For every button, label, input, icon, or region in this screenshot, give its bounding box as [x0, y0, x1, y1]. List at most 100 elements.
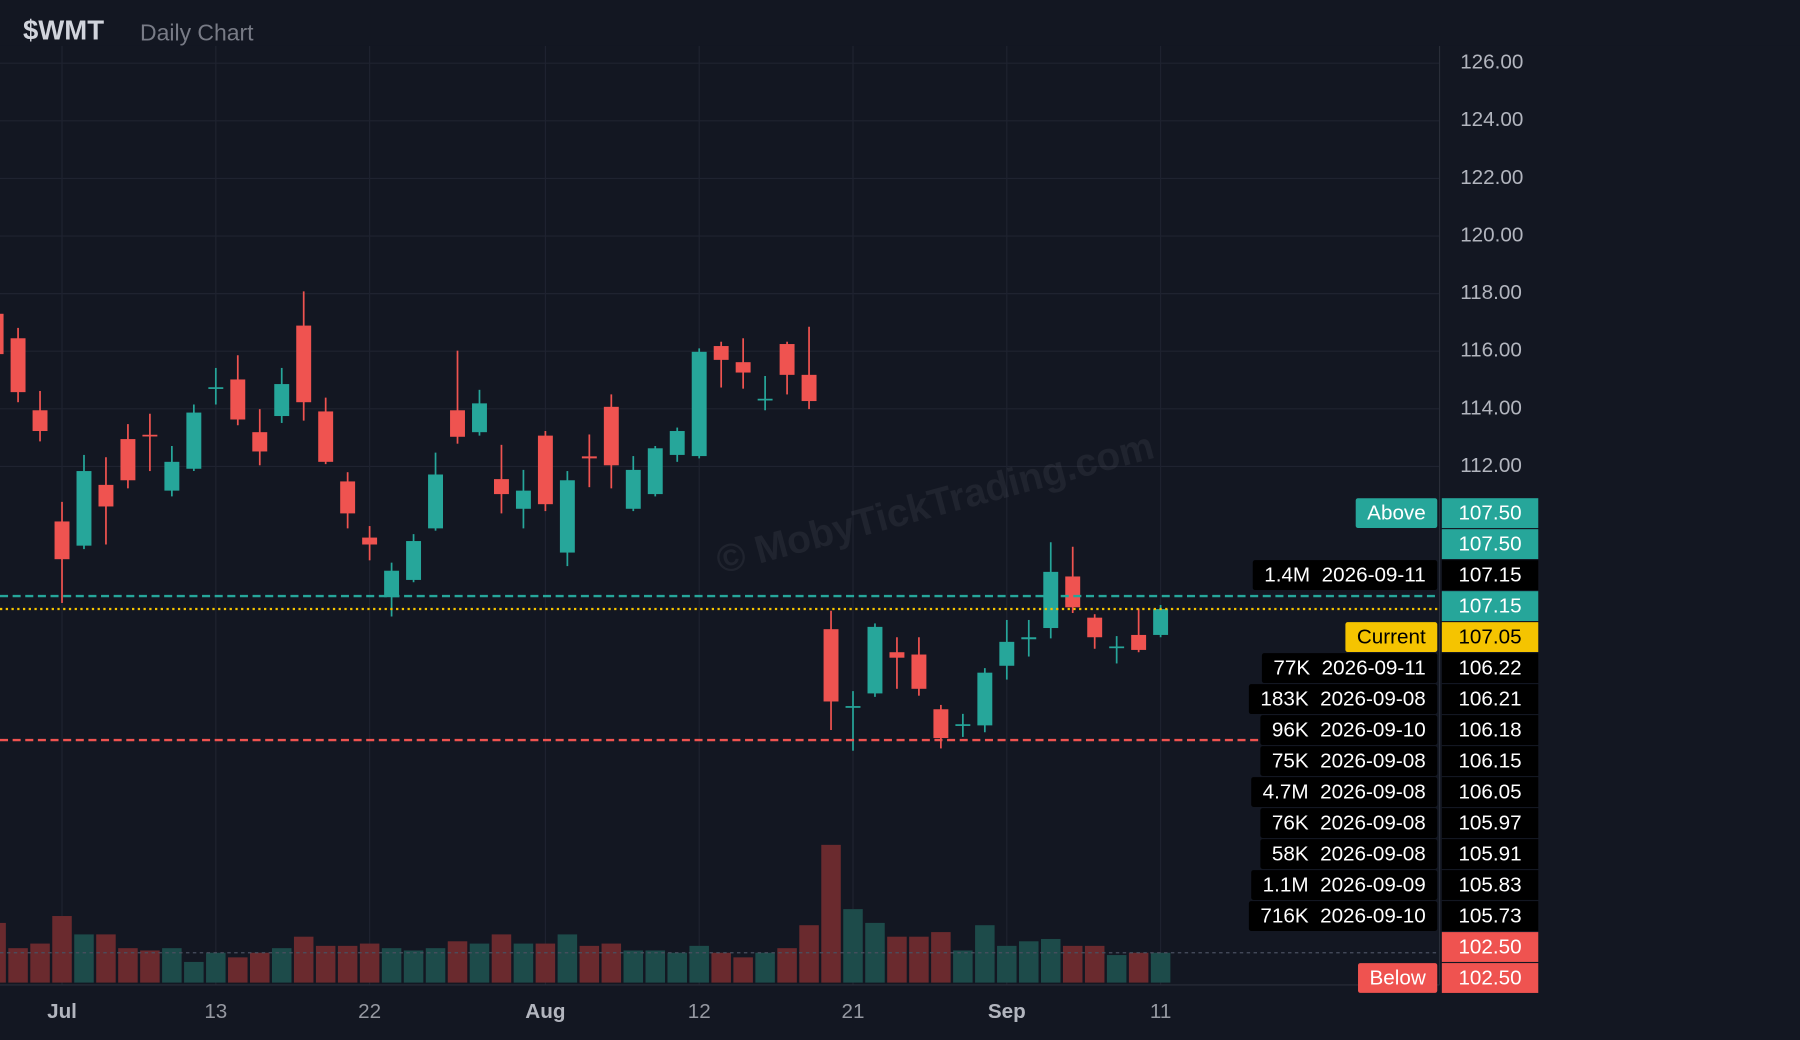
- level-size: 1.4M: [1264, 564, 1310, 587]
- volume-bar: [513, 943, 534, 983]
- chart-subtitle: Daily Chart: [140, 19, 254, 45]
- level-tag-box: [1260, 839, 1438, 869]
- candle-body: [0, 313, 4, 355]
- volume-bar: [447, 941, 468, 983]
- header: [0, 0, 1800, 46]
- price-label: 106.22: [1458, 657, 1521, 680]
- price-label-box: [1441, 653, 1539, 684]
- candle-body: [98, 484, 114, 507]
- volume-bar: [755, 952, 775, 983]
- y-tick-label: 118.00: [1460, 281, 1522, 304]
- candle-body: [164, 461, 180, 491]
- axes: 112.00114.00116.00118.00120.00122.00124.…: [47, 51, 1523, 1023]
- volume-bar: [1106, 955, 1127, 983]
- level-tag: Above: [1367, 502, 1426, 525]
- price-label-box: [1441, 560, 1539, 591]
- level-date: 2026-09-08: [1320, 812, 1426, 835]
- volume-bar: [1150, 952, 1171, 983]
- volume-bar: [799, 925, 819, 983]
- level-date: 2026-09-10: [1320, 905, 1426, 928]
- price-label-box: [1441, 808, 1539, 838]
- volume-bar: [52, 916, 72, 983]
- volume-bar: [74, 934, 94, 983]
- level-tag-box: [1345, 622, 1438, 653]
- y-tick-label: 114.00: [1460, 396, 1522, 419]
- price-label-box: [1441, 901, 1539, 931]
- volume-bar: [140, 950, 160, 983]
- price-pane: [0, 291, 1169, 751]
- candle-body: [1087, 617, 1103, 638]
- volume-bar: [557, 934, 578, 983]
- level-size: 1.1M: [1263, 874, 1309, 897]
- price-label: 106.21: [1458, 688, 1521, 711]
- price-label-box: [1441, 498, 1539, 529]
- candle-body: [1131, 634, 1147, 650]
- x-tick-label: Jul: [47, 1000, 77, 1023]
- level-date: 2026-09-09: [1320, 874, 1426, 897]
- price-label-box: [1441, 839, 1539, 869]
- price-label-box: [1441, 870, 1539, 900]
- price-label-box: [1441, 684, 1539, 714]
- volume-bar: [1128, 952, 1149, 983]
- level-size: 716K: [1260, 905, 1308, 928]
- x-tick-label: 13: [204, 1000, 227, 1023]
- candle-body: [779, 344, 795, 375]
- level-date: 2026-09-10: [1320, 719, 1426, 742]
- volume-bar: [118, 948, 138, 983]
- candle-body: [208, 387, 224, 389]
- volume-bar: [931, 932, 951, 983]
- level-labels: 107.50 Above 107.50 107.15 2026-09-11 1.4M 107…: [1248, 498, 1539, 993]
- candle-body: [537, 435, 553, 505]
- y-tick-label: 122.00: [1460, 166, 1523, 189]
- level-size: 76K: [1272, 812, 1309, 835]
- candle-body: [1153, 609, 1169, 635]
- price-label-box: [1441, 932, 1539, 962]
- candle-body: [647, 448, 663, 495]
- level-date: 2026-09-11: [1322, 564, 1426, 587]
- candle-body: [669, 431, 685, 455]
- volume-bar: [469, 943, 490, 983]
- candle-body: [933, 709, 949, 739]
- candle-body: [230, 379, 246, 420]
- volume-bar: [953, 950, 973, 983]
- candle-body: [515, 490, 531, 509]
- volume-bar: [733, 957, 753, 983]
- candle-body: [450, 410, 465, 437]
- level-size: 4.7M: [1263, 781, 1309, 804]
- volume-bar: [96, 934, 116, 983]
- candle-body: [911, 654, 927, 689]
- x-tick-label: 22: [358, 1000, 381, 1023]
- level-tag-box: [1251, 870, 1438, 900]
- candle-body: [823, 629, 839, 702]
- price-label-box: [1441, 715, 1539, 745]
- price-label-box: [1441, 746, 1539, 776]
- volume-bar: [1062, 945, 1083, 983]
- candle-body: [999, 641, 1015, 666]
- candle-body: [428, 474, 443, 529]
- candle-body: [1065, 576, 1081, 608]
- candle-body: [362, 537, 378, 545]
- candle-body: [955, 724, 971, 726]
- candle-body: [472, 403, 487, 433]
- volume-bar: [184, 961, 204, 983]
- y-tick-label: 126.00: [1460, 51, 1523, 74]
- price-label: 107.15: [1458, 564, 1521, 587]
- level-tag-box: [1261, 653, 1438, 684]
- candle-body: [889, 652, 905, 658]
- candle-body: [581, 456, 597, 459]
- price-label-box: [1441, 622, 1539, 653]
- candle-body: [977, 672, 993, 726]
- level-date: 2026-09-08: [1320, 750, 1426, 773]
- volume-bar: [1084, 945, 1105, 983]
- candle-body: [625, 469, 641, 509]
- level-tag-box: [1251, 777, 1438, 807]
- price-label: 102.50: [1458, 967, 1521, 990]
- candle-body: [757, 398, 773, 401]
- x-tick-label: Sep: [988, 1000, 1026, 1023]
- candle-body: [845, 706, 861, 708]
- y-tick-label: 112.00: [1460, 454, 1522, 477]
- volume-bar: [843, 909, 863, 983]
- candle-body: [801, 374, 817, 402]
- level-date: 2026-09-08: [1320, 781, 1426, 804]
